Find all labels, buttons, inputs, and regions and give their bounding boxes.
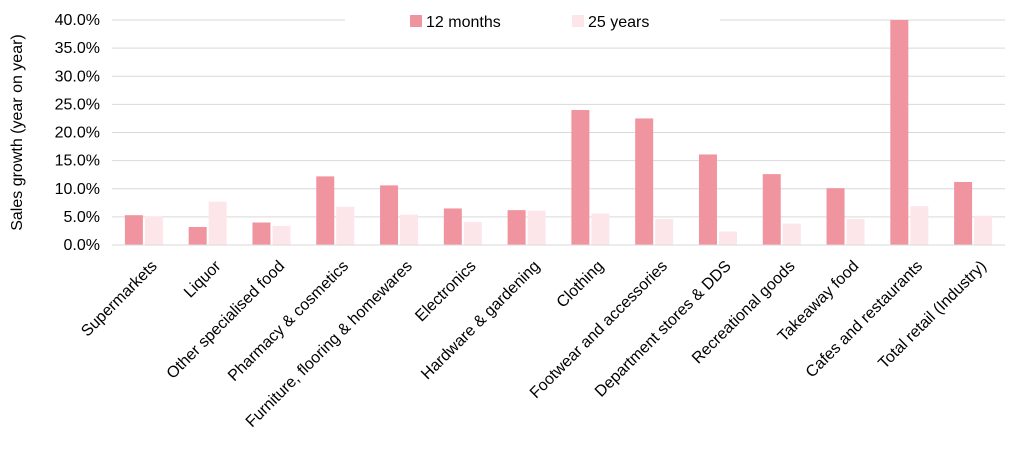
x-category-label: Clothing [554,258,608,312]
bar-series-1 [826,188,845,245]
legend-swatch [572,15,584,27]
gridlines [112,19,1005,218]
bar-series-1 [507,210,526,245]
y-tick-label: 25.0% [55,96,100,113]
x-category-label: Total retail (Industry) [875,258,990,373]
y-tick-label: 40.0% [55,12,100,29]
bar-series-2 [974,215,993,245]
x-category-label: Other specialised food [164,258,289,383]
y-tick-label: 15.0% [55,153,100,170]
y-tick-label: 30.0% [55,68,100,85]
legend: 12 months 25 years [345,8,720,34]
bar-series-1 [954,182,973,245]
bar-series-2 [272,225,291,245]
x-category-label: Supermarkets [78,258,160,340]
legend-background [345,8,720,34]
y-tick-label: 20.0% [55,125,100,142]
bar-series-1 [124,215,143,245]
x-category-label: Liquor [181,257,225,301]
legend-swatch [410,15,422,27]
bar-series-1 [635,118,654,245]
y-axis-ticks: 0.0% 5.0% 10.0% 15.0% 20.0% 25.0% 30.0% 35.0% 40… [55,12,100,254]
bar-series-2 [463,221,482,245]
bar-series-1 [762,174,781,245]
bar-series-2 [718,231,737,245]
bar-series-2 [527,210,546,245]
bars [124,20,993,245]
y-tick-label: 35.0% [55,40,100,57]
bar-series-2 [782,223,801,245]
bar-series-2 [400,214,419,245]
x-category-label: Pharmacy & cosmetics [225,258,352,385]
bar-series-2 [336,206,355,245]
x-category-label: Electronics [412,258,479,325]
x-category-label: Cafes and restaurants [803,258,926,381]
bar-series-2 [591,213,610,245]
legend-label: 25 years [588,14,649,31]
bar-series-2 [910,206,929,245]
bar-series-1 [188,227,207,245]
bar-series-1 [252,222,271,245]
bar-series-2 [655,219,674,245]
bar-series-1 [380,185,399,245]
bar-series-1 [316,176,335,245]
x-category-label: Department stores & DDS [592,258,735,401]
bar-series-2 [144,216,163,245]
bar-series-2 [208,201,227,245]
bar-series-1 [890,20,909,245]
y-tick-label: 10.0% [55,181,100,198]
bar-series-1 [571,110,590,245]
bar-series-1 [443,208,462,245]
legend-label: 12 months [426,14,501,31]
y-tick-label: 0.0% [64,237,100,254]
bar-series-1 [698,154,717,245]
bar-series-2 [846,219,865,245]
x-category-label: Hardware & gardening [418,258,543,383]
y-tick-label: 5.0% [64,209,100,226]
y-axis-label: Sales growth (year on year) [9,34,26,231]
